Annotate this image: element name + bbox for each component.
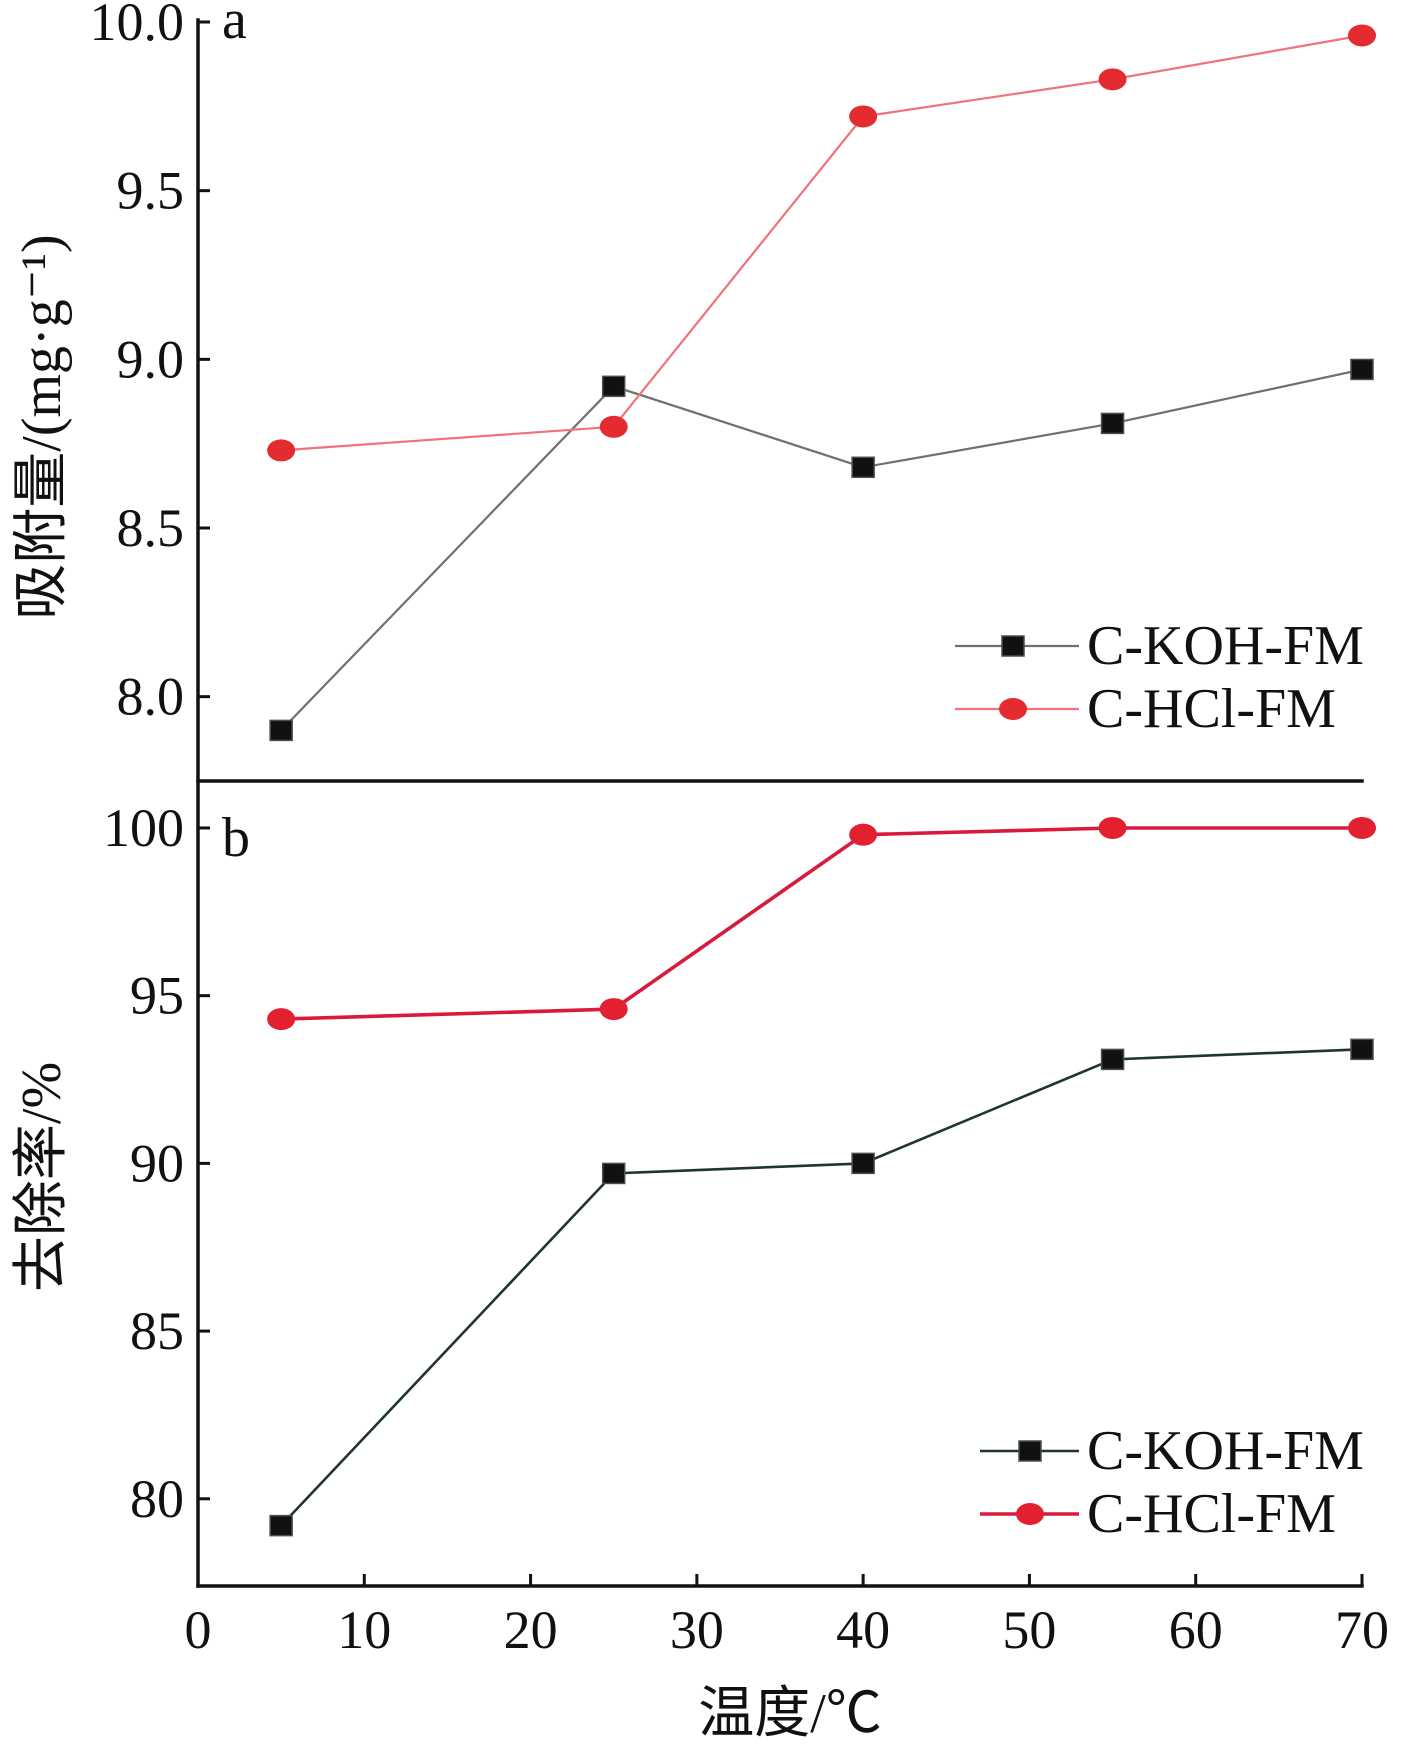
legend: C-KOH-FMC-HCl-FM [980,1420,1364,1545]
data-point-c-hcl-fm [599,998,628,1021]
x-tick-label: 20 [504,1600,558,1660]
legend: C-KOH-FMC-HCl-FM [955,615,1364,740]
data-point-c-koh-fm [601,375,626,398]
x-tick-label: 30 [670,1600,724,1660]
x-tick-label: 10 [337,1600,391,1660]
y-tick-label: 8.5 [117,498,185,558]
data-point-c-koh-fm [269,1514,293,1537]
data-point-c-hcl-fm [1098,68,1127,91]
legend-label-c-hcl-fm: C-HCl-FM [1087,1483,1336,1545]
panel-label: a [222,0,247,51]
data-point-c-hcl-fm [849,105,878,128]
y-tick-label: 90 [130,1133,184,1193]
x-tick-label: 60 [1169,1600,1223,1660]
legend-marker-c-hcl-fm [1016,1503,1044,1525]
series-line-c-hcl-fm [281,34,1363,452]
y-tick-label: 8.0 [117,667,185,727]
y-tick-label: 85 [130,1301,184,1361]
panel-b: 80 85 90 95 100 0 10 20 30 40 50 60 70 b 去除率/% 温度/℃ C-KO… [11,798,1389,1745]
legend-label-c-koh-fm: C-KOH-FM [1087,1420,1364,1482]
y-tick-label: 9.5 [117,161,185,221]
data-point-c-hcl-fm [599,415,628,438]
y-tick-label: 95 [130,966,184,1026]
data-point-c-hcl-fm [267,1008,296,1031]
legend-marker-c-hcl-fm [999,698,1027,720]
data-point-c-koh-fm [1100,412,1125,435]
y-tick-label: 9.0 [117,329,185,389]
data-point-c-hcl-fm [849,823,878,846]
data-point-c-koh-fm [851,456,875,479]
y-axis-label: 吸附量/(mg·g⁻¹) [11,234,73,619]
data-point-c-koh-fm [851,1152,875,1175]
data-point-c-hcl-fm [1098,816,1127,839]
legend-label-c-koh-fm: C-KOH-FM [1087,615,1364,677]
y-tick-label: 80 [130,1469,184,1529]
data-point-c-koh-fm [1100,1048,1125,1071]
legend-marker-c-koh-fm [1001,635,1025,657]
panel-a: 8.0 8.5 9.0 9.5 10.0 a 吸附量/(mg·g⁻¹) C-KOH-FMC-H… [11,0,1376,742]
x-tick-label: 0 [185,1600,212,1660]
data-point-c-hcl-fm [267,439,296,462]
x-tick-label: 70 [1335,1600,1389,1660]
data-point-c-koh-fm [269,719,293,742]
y-tick-label: 100 [103,798,184,858]
x-axis-label: 温度/℃ [698,1683,882,1745]
legend-label-c-hcl-fm: C-HCl-FM [1087,678,1336,740]
x-tick-label: 50 [1002,1600,1056,1660]
legend-marker-c-koh-fm [1018,1440,1042,1462]
y-tick-label: 10.0 [90,0,185,52]
x-tick-label: 40 [836,1600,890,1660]
data-point-c-koh-fm [1350,1038,1374,1061]
plot-area: 8.08.59.09.510.0 a吸附量/(mg·g⁻¹)C-KOH-FMC-H… [11,0,1389,1745]
data-point-c-koh-fm [1350,358,1374,381]
data-point-c-hcl-fm [1348,816,1376,839]
panel-label: b [222,807,250,869]
data-point-c-hcl-fm [1348,24,1376,47]
data-point-c-koh-fm [601,1162,626,1185]
y-axis-label: 去除率/% [11,1062,73,1292]
series-line-c-hcl-fm [281,826,1362,1021]
